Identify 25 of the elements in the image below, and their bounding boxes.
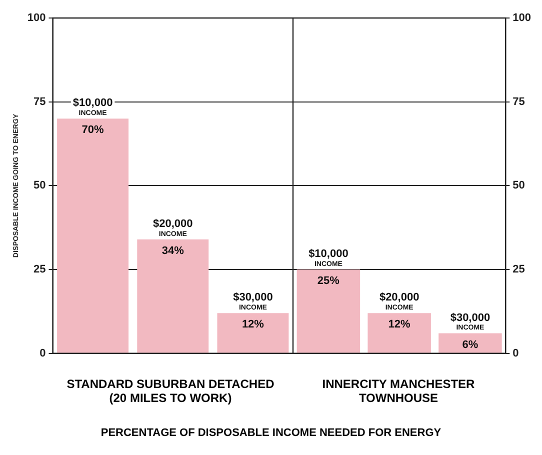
text: PERCENTAGE OF DISPOSABLE INCOME NEEDED FOR ENERGY xyxy=(100,427,442,439)
y-tick-label: 25 xyxy=(34,264,46,276)
x-axis-title: INNERCITY MANCHESTER TOWNHOUSE xyxy=(321,377,476,405)
bar xyxy=(137,239,209,353)
y-tick-label: 0 xyxy=(40,347,46,360)
bar xyxy=(438,333,502,353)
data-label: 34% xyxy=(162,244,184,257)
data-label: 25% xyxy=(317,275,340,288)
y-tick-label: 0 xyxy=(512,347,519,360)
data-label: 70% xyxy=(82,124,104,136)
bar xyxy=(368,313,431,353)
data-label: 12% xyxy=(388,318,411,331)
bar xyxy=(296,270,360,353)
y-tick-label: 75 xyxy=(34,96,46,108)
y-tick-label: 100 xyxy=(512,12,532,24)
data-label: 12% xyxy=(242,318,264,331)
bar xyxy=(217,313,289,353)
y-tick-label: 100 xyxy=(27,12,46,24)
x-axis-title: STANDARD SUBURBAN DETACHED (20 MILES TO WORK) xyxy=(66,377,276,405)
y-tick-label: 75 xyxy=(512,96,525,108)
y-tick-label: 50 xyxy=(34,180,46,192)
y-tick-label: 25 xyxy=(512,264,525,276)
bar xyxy=(57,118,129,353)
y-tick-label: 50 xyxy=(512,180,525,192)
data-label: 6% xyxy=(462,338,478,351)
